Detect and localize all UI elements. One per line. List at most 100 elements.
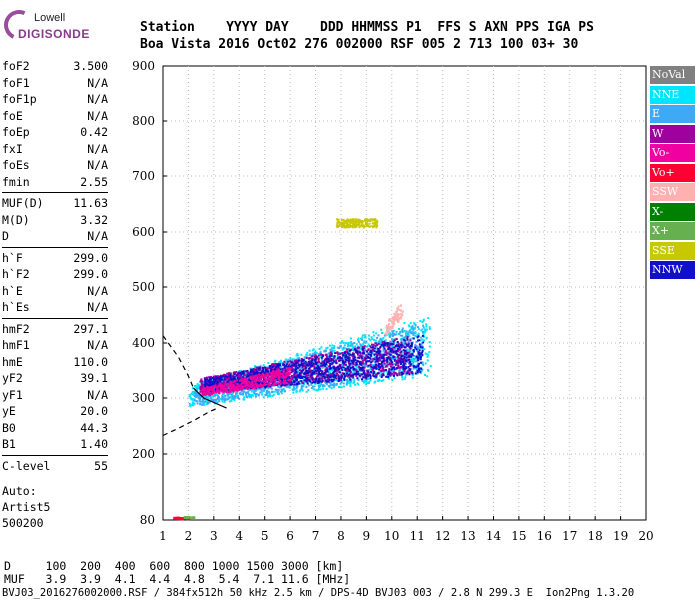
echo-point xyxy=(223,388,226,391)
echo-point xyxy=(365,350,368,353)
echo-point xyxy=(361,380,364,383)
echo-point xyxy=(375,219,378,222)
echo-point xyxy=(385,375,388,378)
echo-point xyxy=(227,381,230,384)
echo-point xyxy=(355,374,358,377)
echo-point xyxy=(305,390,308,393)
echo-point xyxy=(342,346,345,349)
echo-point xyxy=(191,398,194,401)
echo-point xyxy=(258,367,261,370)
echo-point xyxy=(365,377,368,380)
echo-point xyxy=(362,224,365,227)
echo-point xyxy=(307,364,310,367)
echo-point xyxy=(373,350,376,353)
echo-point xyxy=(298,364,301,367)
echo-point xyxy=(387,342,390,345)
echo-point xyxy=(395,330,398,333)
echo-point xyxy=(404,349,407,352)
echo-point xyxy=(422,324,425,327)
echo-point xyxy=(403,357,406,360)
echo-point xyxy=(332,386,335,389)
echo-point xyxy=(195,387,198,390)
echo-point xyxy=(407,340,410,343)
echo-point xyxy=(327,380,330,383)
echo-point xyxy=(201,383,204,386)
echo-point xyxy=(368,222,371,225)
echo-point xyxy=(342,223,345,226)
echo-point xyxy=(227,391,230,394)
echo-point xyxy=(200,393,203,396)
echo-point xyxy=(426,375,429,378)
echo-point xyxy=(352,353,355,356)
echo-point xyxy=(229,377,232,380)
echo-point xyxy=(278,377,281,380)
echo-point xyxy=(402,344,405,347)
echo-point xyxy=(206,393,209,396)
echo-point xyxy=(353,341,356,344)
echo-point xyxy=(279,368,282,371)
echo-point xyxy=(234,385,237,388)
echo-point xyxy=(300,353,303,356)
echo-point xyxy=(330,358,333,361)
echo-point xyxy=(410,368,413,371)
echo-point xyxy=(400,350,403,353)
echo-point xyxy=(241,390,244,393)
echo-point xyxy=(252,367,255,370)
echo-point xyxy=(250,390,253,393)
echo-point xyxy=(314,382,317,385)
y-tick-label: 400 xyxy=(132,336,155,350)
echo-point xyxy=(209,395,212,398)
echo-point xyxy=(272,382,275,385)
echo-point xyxy=(383,347,386,350)
echo-point xyxy=(328,386,331,389)
echo-point xyxy=(277,385,280,388)
echo-point xyxy=(411,364,414,367)
echo-point xyxy=(352,376,355,379)
echo-point xyxy=(248,381,251,384)
echo-point xyxy=(317,385,320,388)
echo-point xyxy=(355,223,358,226)
echo-point xyxy=(284,361,287,364)
echo-point xyxy=(393,333,396,336)
echo-point xyxy=(309,357,312,360)
echo-point xyxy=(391,343,394,346)
echo-point xyxy=(195,395,198,398)
echo-point xyxy=(421,368,424,371)
echo-point xyxy=(317,377,320,380)
echo-point xyxy=(318,368,321,371)
echo-point xyxy=(273,360,276,363)
echo-point xyxy=(264,379,267,382)
echo-point xyxy=(361,222,364,225)
echo-point xyxy=(377,365,380,368)
echo-point xyxy=(355,218,358,221)
echo-point xyxy=(269,384,272,387)
echo-point xyxy=(394,348,397,351)
echo-point xyxy=(372,375,375,378)
x-tick-label: 19 xyxy=(613,529,628,543)
echo-point xyxy=(370,370,373,373)
echo-point xyxy=(200,387,203,390)
echo-point xyxy=(203,383,206,386)
echo-point xyxy=(288,368,291,371)
echo-point xyxy=(290,374,293,377)
echo-point xyxy=(271,384,274,387)
echo-point xyxy=(340,366,343,369)
echo-point xyxy=(228,396,231,399)
echo-point xyxy=(372,343,375,346)
echo-point xyxy=(426,359,429,362)
echo-point xyxy=(249,377,252,380)
echo-point xyxy=(396,346,399,349)
echo-point xyxy=(418,349,421,352)
echo-point xyxy=(346,348,349,351)
echo-point xyxy=(324,370,327,373)
echo-point xyxy=(339,357,342,360)
echo-point xyxy=(226,392,229,395)
echo-point xyxy=(312,388,315,391)
echo-point xyxy=(257,374,260,377)
parameter-name: C-level xyxy=(2,458,51,473)
echo-point xyxy=(214,388,217,391)
echo-point xyxy=(262,379,265,382)
echo-point xyxy=(248,389,251,392)
echo-point xyxy=(363,336,366,339)
echo-point xyxy=(218,388,221,391)
